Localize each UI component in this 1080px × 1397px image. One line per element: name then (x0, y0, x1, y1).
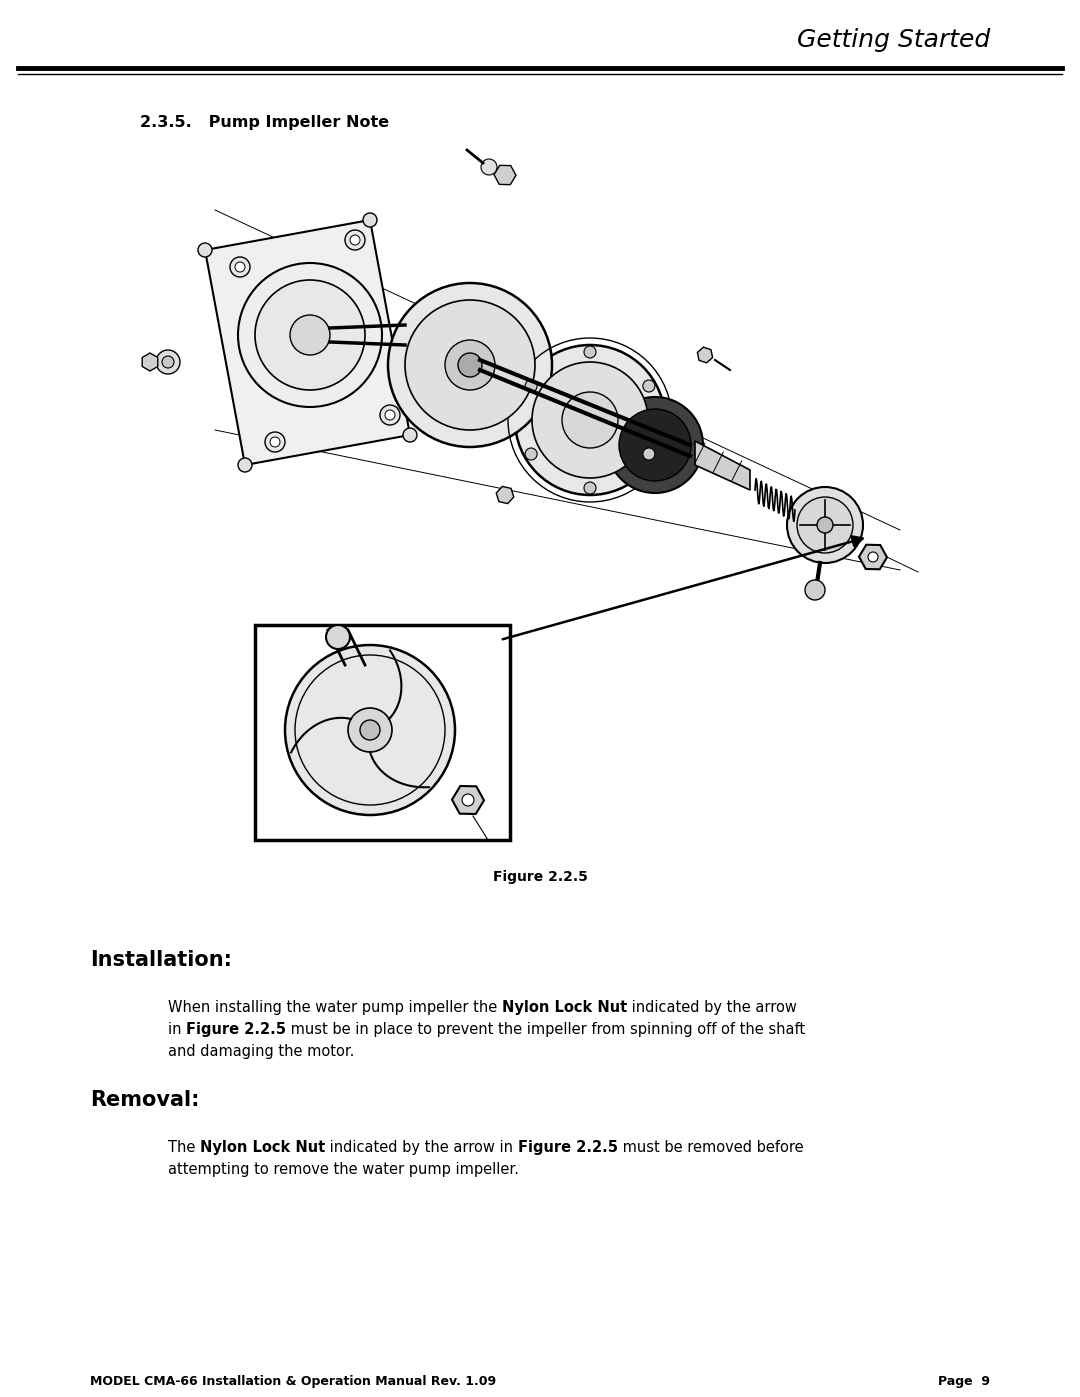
Text: Figure 2.2.5: Figure 2.2.5 (186, 1023, 286, 1037)
Circle shape (380, 405, 400, 425)
Text: indicated by the arrow: indicated by the arrow (627, 1000, 797, 1016)
Text: Nylon Lock Nut: Nylon Lock Nut (200, 1140, 325, 1155)
Circle shape (255, 279, 365, 390)
Circle shape (384, 409, 395, 420)
Circle shape (445, 339, 495, 390)
Circle shape (350, 235, 360, 244)
Circle shape (458, 353, 482, 377)
Circle shape (348, 708, 392, 752)
Circle shape (643, 380, 654, 393)
Circle shape (238, 263, 382, 407)
Text: When installing the water pump impeller the: When installing the water pump impeller … (168, 1000, 502, 1016)
Circle shape (462, 793, 474, 806)
Circle shape (515, 345, 665, 495)
Circle shape (797, 497, 853, 553)
Circle shape (162, 356, 174, 367)
Circle shape (868, 552, 878, 562)
Text: 2.3.5.   Pump Impeller Note: 2.3.5. Pump Impeller Note (140, 115, 389, 130)
Text: Installation:: Installation: (90, 950, 232, 970)
Bar (255, 624, 510, 840)
Polygon shape (696, 441, 750, 490)
Text: indicated by the arrow in: indicated by the arrow in (325, 1140, 518, 1155)
Text: and damaging the motor.: and damaging the motor. (168, 1044, 354, 1059)
Text: Nylon Lock Nut: Nylon Lock Nut (502, 1000, 627, 1016)
Circle shape (360, 719, 380, 740)
Circle shape (405, 300, 535, 430)
Circle shape (235, 263, 245, 272)
Circle shape (230, 257, 249, 277)
Circle shape (156, 351, 180, 374)
Circle shape (270, 437, 280, 447)
Circle shape (481, 159, 497, 175)
Circle shape (619, 409, 691, 481)
Text: Figure 2.2.5: Figure 2.2.5 (492, 870, 588, 884)
Circle shape (805, 580, 825, 599)
Circle shape (265, 432, 285, 453)
Text: MODEL CMA-66 Installation & Operation Manual Rev. 1.09: MODEL CMA-66 Installation & Operation Ma… (90, 1375, 496, 1389)
Circle shape (532, 362, 648, 478)
Text: Figure 2.2.5: Figure 2.2.5 (518, 1140, 618, 1155)
Circle shape (238, 458, 252, 472)
Circle shape (816, 517, 833, 534)
Circle shape (787, 488, 863, 563)
Circle shape (285, 645, 455, 814)
Text: attempting to remove the water pump impeller.: attempting to remove the water pump impe… (168, 1162, 518, 1178)
Circle shape (562, 393, 618, 448)
Circle shape (607, 397, 703, 493)
Circle shape (525, 448, 537, 460)
Circle shape (198, 243, 212, 257)
Text: Page  9: Page 9 (939, 1375, 990, 1389)
Text: The: The (168, 1140, 200, 1155)
Circle shape (291, 314, 330, 355)
Text: must be in place to prevent the impeller from spinning off of the shaft: must be in place to prevent the impeller… (286, 1023, 806, 1037)
Circle shape (345, 231, 365, 250)
Circle shape (363, 212, 377, 226)
Text: Getting Started: Getting Started (797, 28, 990, 52)
Circle shape (584, 346, 596, 358)
Circle shape (525, 380, 537, 393)
Circle shape (584, 482, 596, 495)
Polygon shape (205, 219, 410, 465)
Text: Removal:: Removal: (90, 1090, 200, 1111)
Text: in: in (168, 1023, 186, 1037)
Circle shape (388, 284, 552, 447)
Circle shape (326, 624, 350, 650)
Text: must be removed before: must be removed before (618, 1140, 804, 1155)
Circle shape (643, 448, 654, 460)
Circle shape (403, 427, 417, 441)
